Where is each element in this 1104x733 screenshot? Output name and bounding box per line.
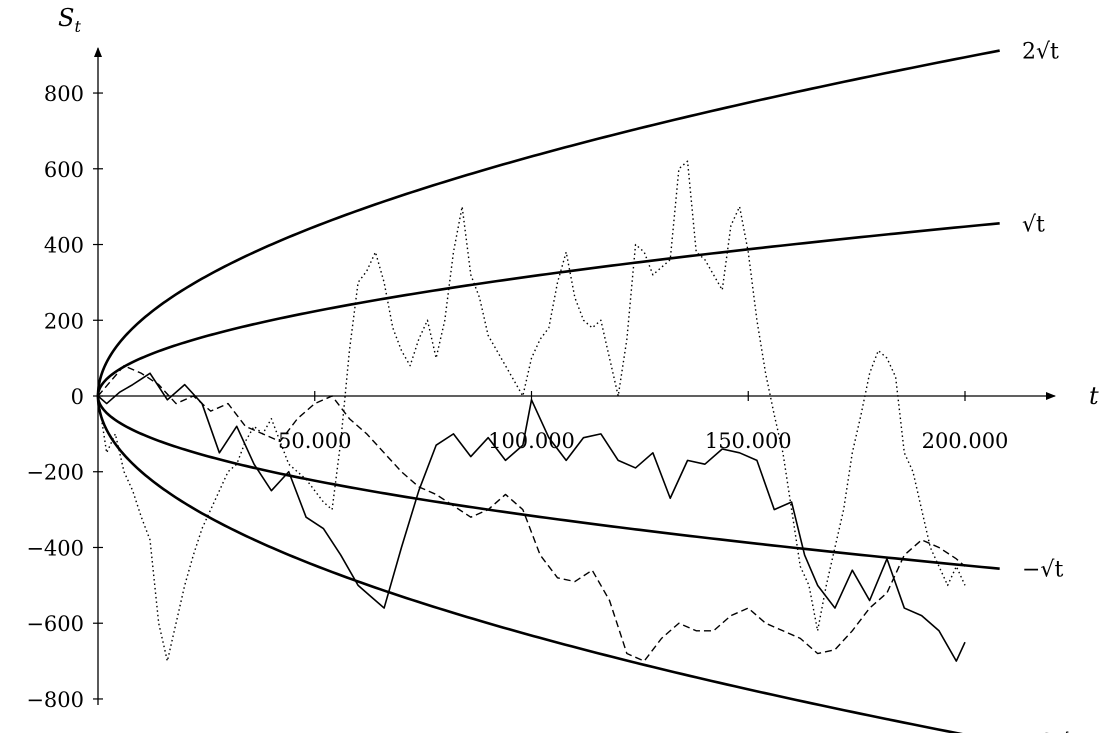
reference-curve-label: −√t (1022, 558, 1063, 583)
reference-curve-label: −2√t (1022, 730, 1077, 733)
reference-curves (96, 49, 1000, 733)
y-tick-label: −200 (26, 461, 84, 485)
reference-curve-label: 2√t (1022, 40, 1059, 65)
data-series (97, 160, 966, 662)
y-tick-label: 600 (44, 158, 84, 182)
y-tick-label: −600 (26, 612, 84, 636)
y-tick-label: 200 (44, 309, 84, 333)
reference-curve (96, 395, 963, 733)
y-tick-label: 400 (44, 234, 84, 258)
axis-ticks (93, 92, 966, 700)
solid-series-line (97, 372, 966, 662)
reference-curve-labels: 2√t √t −√t −2√t (1022, 40, 1077, 733)
x-tick-label: 100.000 (488, 429, 575, 453)
tick-labels: 50.000 100.000 150.000 200.000 800 600 400 200 0… (26, 82, 1008, 712)
y-tick-label: 0 (71, 385, 84, 409)
x-axis-title: t (1089, 382, 1099, 410)
reference-curve (96, 221, 1000, 397)
y-tick-label: 800 (44, 82, 84, 106)
dotted-series-line (97, 160, 966, 662)
x-tick-label: 50.000 (278, 429, 351, 453)
y-tick-label: −800 (26, 688, 84, 712)
y-tick-label: −400 (26, 536, 84, 560)
dashed-series-line (97, 365, 966, 662)
reference-curve (96, 395, 1000, 571)
reference-curve-label: √t (1022, 212, 1045, 237)
reference-curve (96, 49, 1000, 397)
x-tick-label: 150.000 (705, 429, 792, 453)
x-tick-label: 200.000 (922, 429, 1009, 453)
y-axis-title: St (58, 4, 81, 36)
